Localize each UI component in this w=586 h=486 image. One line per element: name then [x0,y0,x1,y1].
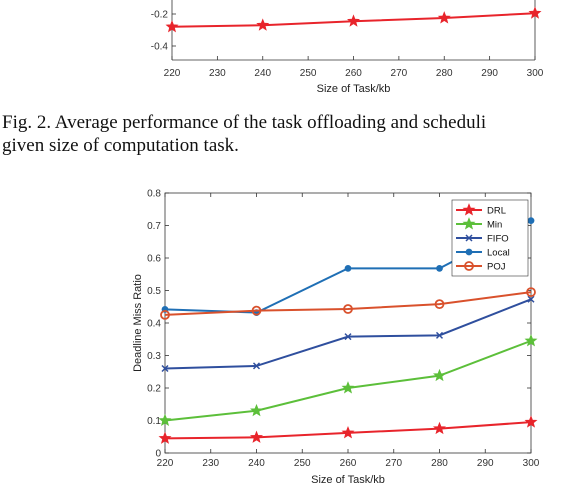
x-tick-label: 290 [477,458,494,469]
data-point-min [433,368,446,382]
top-data-point-drl [165,19,179,33]
data-point-drl [158,431,172,444]
top-x-tick-label: 250 [300,68,317,79]
data-point-poj [434,299,445,310]
x-tick-label: 240 [248,458,265,469]
x-tick-label: 260 [340,458,357,469]
top-x-tick-label: 290 [481,68,498,79]
data-point-poj [343,304,353,314]
data-point-min [250,403,263,417]
x-tick-label: 300 [523,458,540,469]
legend-marker-local [465,248,473,256]
top-x-tick-label: 270 [391,68,408,79]
data-point-fifo [161,364,169,373]
x-axis-label: Size of Task/kb [311,474,385,486]
legend-label-local: Local [487,248,510,259]
data-point-drl [433,421,446,435]
y-axis-label: Deadline Miss Ratio [132,274,144,372]
figure-caption-line-2: given size of computation task. [2,135,239,156]
figure-caption-line-1: Fig. 2. Average performance of the task … [2,112,487,133]
data-point-poj [251,305,262,316]
data-point-fifo [435,331,444,339]
top-data-point-drl [347,14,360,27]
y-tick-label: 0.1 [147,416,161,427]
data-point-fifo [344,333,352,341]
y-tick-label: 0.8 [147,189,161,200]
x-tick-label: 250 [294,458,311,469]
top-x-tick-label: 230 [209,68,226,79]
series-line-min [164,339,532,422]
legend-marker-poj [464,261,474,271]
x-tick-label: 270 [385,458,402,469]
data-point-min [524,334,538,347]
x-tick-label: 280 [431,458,448,469]
y-tick-label: 0.3 [147,351,161,362]
data-point-local [344,265,352,272]
y-tick-label: 0.6 [147,254,161,265]
top-x-tick-label: 240 [254,68,271,79]
top-y-tick-label: -0.2 [151,10,169,21]
series-line-poj [164,291,532,316]
data-point-fifo [252,362,261,370]
y-tick-label: 0.4 [147,319,161,330]
y-tick-label: 0 [155,449,161,460]
legend-label-drl: DRL [487,206,506,217]
legend-label-fifo: FIFO [487,234,509,245]
data-point-poj [526,287,536,298]
data-point-local [436,265,443,272]
x-tick-label: 230 [202,458,219,469]
top-x-tick-label: 300 [527,68,544,79]
data-point-local [527,217,535,225]
top-x-tick-label: 260 [345,68,362,79]
legend-label-poj: POJ [487,262,506,273]
top-x-tick-label: 280 [436,68,453,79]
data-point-poj [160,309,170,320]
y-tick-label: 0.7 [147,221,161,232]
data-point-min [341,381,355,394]
data-point-drl [524,415,538,428]
top-x-axis-label: Size of Task/kb [317,83,391,95]
legend-marker-min [462,217,476,230]
top-partial-chart: 220 230 240 250 260 270 280 290 300 -0.2 -0.4 Size … [151,0,544,95]
top-y-tick-label: -0.4 [151,42,169,53]
top-data-point-drl [528,6,542,19]
top-data-point-drl [437,11,451,24]
deadline-miss-ratio-chart: 220 230 240 250 260 270 280 290 300 0 0.1 0.2 0.3 0.4… [132,189,540,486]
data-point-min [158,413,172,427]
top-data-point-drl [256,18,270,31]
y-tick-label: 0.5 [147,286,161,297]
data-point-fifo [527,295,535,303]
legend-label-min: Min [487,220,502,231]
legend-marker-fifo [465,234,473,242]
y-tick-label: 0.2 [147,384,161,395]
x-tick-label: 220 [157,458,174,469]
top-x-tick-label: 220 [164,68,181,79]
legend-marker-drl [462,203,476,216]
data-point-drl [250,430,263,443]
data-point-drl [341,426,355,439]
